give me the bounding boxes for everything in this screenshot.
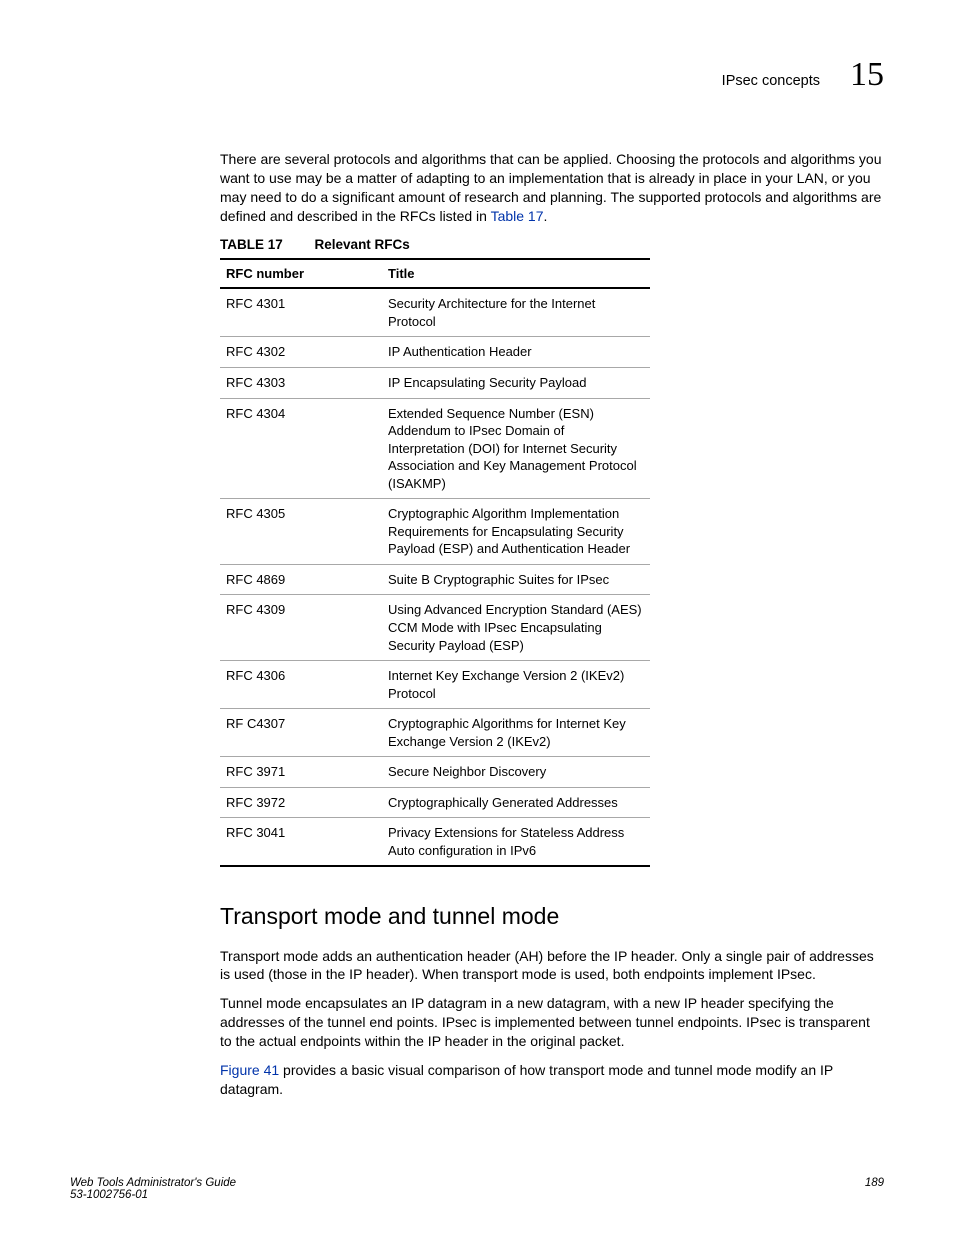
table-header-row: RFC number Title (220, 259, 650, 289)
table-row: RFC 4302IP Authentication Header (220, 337, 650, 368)
table-row: RFC 4305Cryptographic Algorithm Implemen… (220, 499, 650, 565)
rfc-number-cell: RFC 4869 (220, 564, 382, 595)
rfc-title-cell: IP Authentication Header (382, 337, 650, 368)
table-caption: TABLE 17 Relevant RFCs (220, 236, 884, 254)
body-paragraph: Figure 41 provides a basic visual compar… (220, 1061, 884, 1099)
rfc-title-cell: Cryptographic Algorithms for Internet Ke… (382, 709, 650, 757)
table-row: RFC 4304Extended Sequence Number (ESN) A… (220, 398, 650, 499)
rfc-title-cell: Cryptographically Generated Addresses (382, 787, 650, 818)
body-text: provides a basic visual comparison of ho… (220, 1062, 833, 1097)
rfc-number-cell: RFC 3041 (220, 818, 382, 867)
body-content: There are several protocols and algorith… (220, 150, 884, 1099)
rfc-number-cell: RF C4307 (220, 709, 382, 757)
chapter-number: 15 (850, 56, 884, 94)
rfc-number-cell: RFC 4305 (220, 499, 382, 565)
rfc-number-cell: RFC 4306 (220, 661, 382, 709)
table-row: RFC 4869Suite B Cryptographic Suites for… (220, 564, 650, 595)
col-header-rfc: RFC number (220, 259, 382, 289)
rfc-number-cell: RFC 4309 (220, 595, 382, 661)
header-topic: IPsec concepts (722, 73, 820, 89)
rfc-number-cell: RFC 4301 (220, 288, 382, 337)
table-row: RFC 4301Security Architecture for the In… (220, 288, 650, 337)
rfc-title-cell: Using Advanced Encryption Standard (AES)… (382, 595, 650, 661)
rfc-title-cell: Suite B Cryptographic Suites for IPsec (382, 564, 650, 595)
table-row: RFC 4306Internet Key Exchange Version 2 … (220, 661, 650, 709)
section-heading: Transport mode and tunnel mode (220, 901, 884, 932)
rfc-title-cell: Internet Key Exchange Version 2 (IKEv2) … (382, 661, 650, 709)
page-number: 189 (865, 1177, 884, 1189)
rfc-title-cell: Secure Neighbor Discovery (382, 757, 650, 788)
body-paragraph: Transport mode adds an authentication he… (220, 947, 884, 985)
table-row: RFC 4303IP Encapsulating Security Payloa… (220, 367, 650, 398)
intro-paragraph: There are several protocols and algorith… (220, 150, 884, 226)
rfc-title-cell: Privacy Extensions for Stateless Address… (382, 818, 650, 867)
intro-text-post: . (544, 208, 548, 224)
table-row: RF C4307Cryptographic Algorithms for Int… (220, 709, 650, 757)
figure-link[interactable]: Figure 41 (220, 1062, 279, 1078)
table-row: RFC 3041Privacy Extensions for Stateless… (220, 818, 650, 867)
footer-book-title: Web Tools Administrator's Guide (70, 1177, 884, 1189)
table-row: RFC 3972Cryptographically Generated Addr… (220, 787, 650, 818)
page: IPsec concepts 15 There are several prot… (0, 0, 954, 1235)
running-header: IPsec concepts 15 (70, 56, 884, 94)
rfc-number-cell: RFC 3972 (220, 787, 382, 818)
rfc-title-cell: Security Architecture for the Internet P… (382, 288, 650, 337)
rfc-title-cell: Extended Sequence Number (ESN) Addendum … (382, 398, 650, 499)
rfc-table: RFC number Title RFC 4301Security Archit… (220, 258, 650, 868)
page-footer: Web Tools Administrator's Guide 53-10027… (70, 1177, 884, 1201)
table-row: RFC 4309Using Advanced Encryption Standa… (220, 595, 650, 661)
table-row: RFC 3971Secure Neighbor Discovery (220, 757, 650, 788)
rfc-title-cell: IP Encapsulating Security Payload (382, 367, 650, 398)
rfc-number-cell: RFC 4304 (220, 398, 382, 499)
table-caption-num: TABLE 17 (220, 237, 283, 252)
table-caption-title: Relevant RFCs (315, 237, 410, 252)
col-header-title: Title (382, 259, 650, 289)
table-link[interactable]: Table 17 (491, 208, 544, 224)
body-paragraph: Tunnel mode encapsulates an IP datagram … (220, 994, 884, 1051)
footer-doc-number: 53-1002756-01 (70, 1189, 884, 1201)
rfc-title-cell: Cryptographic Algorithm Implementation R… (382, 499, 650, 565)
rfc-number-cell: RFC 4302 (220, 337, 382, 368)
rfc-number-cell: RFC 4303 (220, 367, 382, 398)
rfc-number-cell: RFC 3971 (220, 757, 382, 788)
intro-text-pre: There are several protocols and algorith… (220, 151, 882, 224)
